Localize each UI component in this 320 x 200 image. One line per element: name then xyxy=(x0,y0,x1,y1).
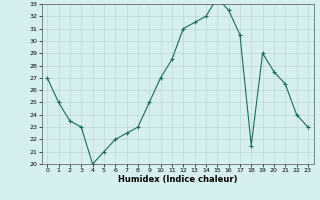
X-axis label: Humidex (Indice chaleur): Humidex (Indice chaleur) xyxy=(118,175,237,184)
